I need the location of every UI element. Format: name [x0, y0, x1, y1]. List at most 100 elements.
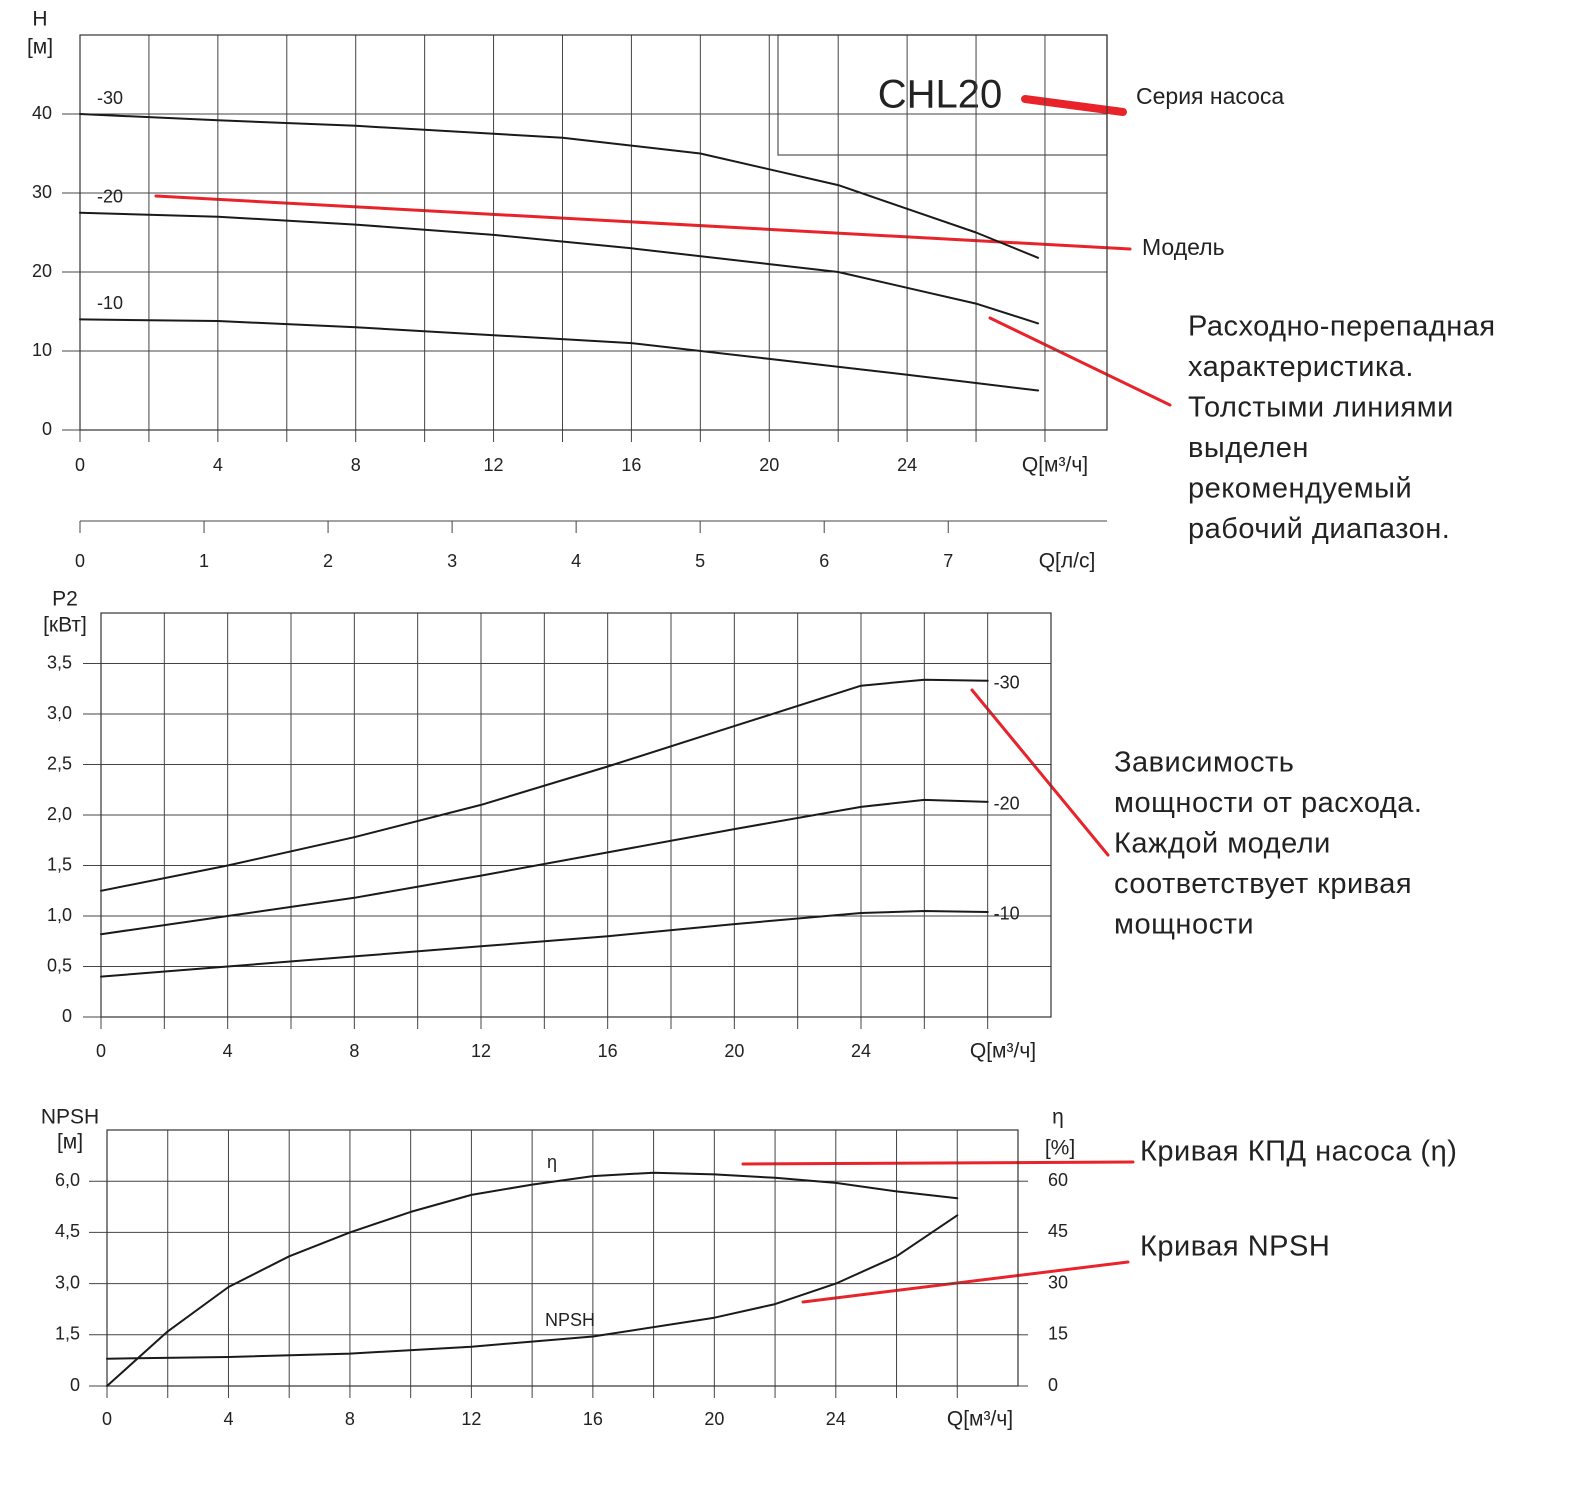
- annotation-line: рабочий диапазон.: [1188, 513, 1450, 545]
- y-tick-label: 0: [62, 1006, 72, 1026]
- pointer: [154, 194, 1132, 251]
- x-tick-label: 0: [102, 1409, 112, 1429]
- y-axis-label: P2: [52, 588, 78, 611]
- x2-tick-label: 1: [199, 551, 209, 571]
- y-tick-label: 2,0: [47, 804, 72, 824]
- y2-axis-label: η: [1052, 1106, 1064, 1129]
- annotation-line: Зависимость: [1114, 747, 1294, 779]
- x-tick-label: 12: [484, 455, 504, 475]
- x-tick-label: 4: [223, 1409, 233, 1429]
- y-tick-label: 1,5: [55, 1324, 80, 1344]
- y-tick-label: 0: [70, 1375, 80, 1395]
- x-tick-label: 20: [724, 1041, 744, 1061]
- annotation: Модель: [1142, 234, 1225, 260]
- y-tick-label: 3,0: [55, 1272, 80, 1292]
- model-box: [777, 34, 1108, 156]
- curve: [100, 678, 989, 892]
- series-label: -10: [97, 293, 123, 313]
- y-tick-label: 10: [32, 340, 52, 360]
- annotation-line: соответствует кривая: [1114, 868, 1412, 900]
- x2-axis-label: Q[л/с]: [1039, 550, 1096, 573]
- y2-tick-label: 45: [1048, 1221, 1068, 1241]
- annotation-line: мощности: [1114, 909, 1254, 941]
- x-tick-label: 12: [471, 1041, 491, 1061]
- pointer: [801, 1260, 1130, 1304]
- annotation-line: Каждой модели: [1114, 828, 1331, 860]
- x2-tick-label: 3: [447, 551, 457, 571]
- series-label: -30: [97, 88, 123, 108]
- y2-tick-label: 0: [1048, 1375, 1058, 1395]
- y2-tick-label: 30: [1048, 1272, 1068, 1292]
- y-tick-label: 1,0: [47, 905, 72, 925]
- y-axis-unit: [кВт]: [43, 614, 87, 637]
- x2-tick-label: 4: [571, 551, 581, 571]
- y-tick-label: 1,5: [47, 854, 72, 874]
- y-axis-label: H: [32, 8, 47, 31]
- x-tick-label: 8: [351, 455, 361, 475]
- annotation-line: характеристика.: [1188, 351, 1414, 383]
- curve: [79, 211, 1040, 325]
- annotation: Расходно-перепадная характеристика. Толсты…: [1188, 311, 1496, 546]
- curve: [106, 1214, 959, 1360]
- annotation-line: выделен: [1188, 432, 1309, 464]
- y-tick-label: 0: [42, 419, 52, 439]
- series-label: NPSH: [545, 1310, 595, 1330]
- x-tick-label: 4: [213, 455, 223, 475]
- series-label: -20: [994, 794, 1020, 814]
- series-label: -10: [994, 904, 1020, 924]
- y-axis-unit: [м]: [27, 36, 53, 59]
- pointer: [741, 1160, 1135, 1166]
- y-tick-label: 40: [32, 103, 52, 123]
- x2-tick-label: 7: [943, 551, 953, 571]
- series-label: -20: [97, 187, 123, 207]
- curve: [79, 318, 1040, 392]
- x-tick-label: 24: [851, 1041, 871, 1061]
- y-tick-label: 2,5: [47, 753, 72, 773]
- x-axis-label: Q[м³/ч]: [1022, 454, 1088, 477]
- y-tick-label: 4,5: [55, 1221, 80, 1241]
- x-tick-label: 4: [223, 1041, 233, 1061]
- annotation-line: Расходно-перепадная: [1188, 311, 1496, 343]
- x-tick-label: 0: [75, 455, 85, 475]
- x-tick-label: 8: [345, 1409, 355, 1429]
- x-tick-label: 20: [704, 1409, 724, 1429]
- y-tick-label: 0,5: [47, 955, 72, 975]
- y-tick-label: 6,0: [55, 1170, 80, 1190]
- x-tick-label: 16: [598, 1041, 618, 1061]
- series-label: -30: [994, 672, 1020, 692]
- plot-frame: [100, 612, 1052, 1018]
- curve: [106, 1171, 959, 1387]
- annotation: Зависимость мощности от расхода. Каждой мо…: [1114, 747, 1422, 941]
- series-label: η: [547, 1152, 557, 1172]
- annotation: Серия насоса: [1136, 83, 1284, 109]
- y-tick-label: 3,0: [47, 703, 72, 723]
- model-title: CHL20: [878, 73, 1003, 117]
- annotation: Кривая NPSH: [1140, 1231, 1330, 1263]
- x-tick-label: 24: [826, 1409, 846, 1429]
- y-tick-label: 30: [32, 182, 52, 202]
- plot-frame: [106, 1129, 1019, 1387]
- x2-tick-label: 2: [323, 551, 333, 571]
- x-axis-label: Q[м³/ч]: [970, 1040, 1036, 1063]
- curve: [79, 113, 1040, 259]
- annotation-line: мощности от расхода.: [1114, 787, 1422, 819]
- x-tick-label: 16: [621, 455, 641, 475]
- x-tick-label: 8: [349, 1041, 359, 1061]
- x-tick-label: 0: [96, 1041, 106, 1061]
- x-tick-label: 16: [583, 1409, 603, 1429]
- x-tick-label: 20: [759, 455, 779, 475]
- annotation: Кривая КПД насоса (η): [1140, 1136, 1457, 1168]
- annotation-line: Толстыми линиями: [1188, 392, 1454, 424]
- x2-tick-label: 0: [75, 551, 85, 571]
- plot-frame: [79, 34, 1108, 431]
- x-tick-label: 12: [461, 1409, 481, 1429]
- pointer: [970, 688, 1110, 857]
- pointer: [988, 316, 1172, 407]
- x-axis-label: Q[м³/ч]: [947, 1408, 1013, 1431]
- x-tick-label: 24: [897, 455, 917, 475]
- y-axis-label: NPSH: [41, 1106, 99, 1129]
- curve: [100, 798, 989, 936]
- x2-tick-label: 5: [695, 551, 705, 571]
- y-axis-unit: [м]: [57, 1131, 83, 1154]
